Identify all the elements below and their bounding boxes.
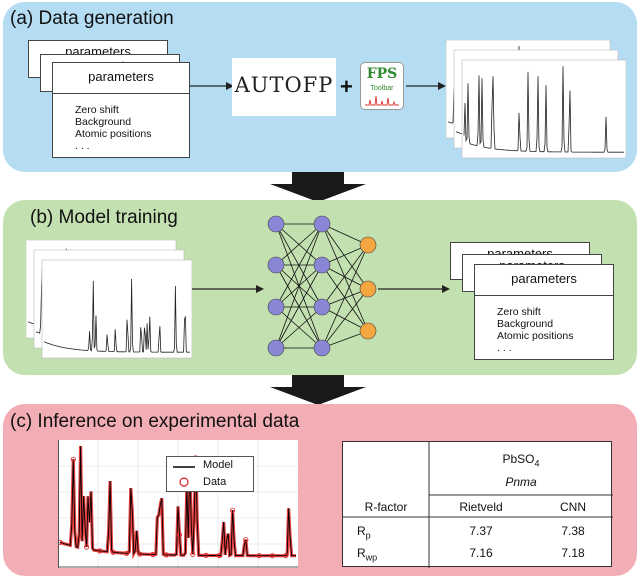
data-marker — [283, 553, 289, 559]
hidden-node — [267, 256, 285, 274]
param-item: Zero shift — [497, 306, 541, 318]
data-marker — [97, 548, 103, 554]
table-cell-rp-rietveld: 7.37 — [469, 524, 493, 538]
hidden-node — [313, 339, 331, 357]
down-arrow-b-c — [270, 375, 366, 405]
card-divider — [53, 93, 189, 94]
table-cell-rwp-cnn: 7.18 — [561, 546, 585, 560]
data-marker — [123, 550, 130, 556]
hidden-node — [313, 298, 331, 316]
fps-logo-sub: Toolbar — [370, 85, 394, 92]
arrow-to-predicted-params — [378, 285, 450, 293]
hidden-node — [313, 256, 331, 274]
data-marker — [150, 551, 156, 558]
data-marker — [176, 532, 183, 538]
table-header-rietveld: Rietveld — [459, 500, 503, 514]
data-marker — [163, 552, 169, 558]
parameters-card-front: parameters Zero shift Background Atomic … — [474, 264, 614, 360]
pattern-layer — [41, 259, 192, 359]
fps-toolbar-logo: FPS Toolbar — [360, 62, 404, 110]
param-item: Atomic positions — [75, 128, 152, 140]
data-marker — [137, 551, 143, 557]
diffraction-pattern-stack-b — [26, 240, 192, 360]
data-marker — [269, 553, 275, 559]
param-item: Atomic positions — [497, 330, 574, 342]
param-item: Background — [497, 318, 554, 330]
data-marker — [216, 552, 222, 559]
panel-b-title: (b) Model training — [30, 207, 178, 228]
down-arrow-a-b — [270, 172, 366, 202]
diffraction-pattern-stack-a — [446, 40, 626, 160]
arrow-to-network — [192, 285, 264, 293]
arrow-to-autofp — [190, 82, 234, 90]
table-header-rfactor: R-factor — [364, 500, 408, 514]
output-node — [359, 280, 377, 298]
parameters-card-title: parameters — [511, 271, 577, 286]
table-cell-rp-cnn: 7.38 — [561, 524, 585, 538]
data-marker — [110, 549, 116, 555]
arrow-to-patterns — [406, 82, 446, 90]
hidden-node — [267, 215, 285, 233]
data-marker — [190, 551, 196, 557]
param-item: Zero shift — [75, 104, 119, 116]
fps-logo-spectrum — [365, 95, 399, 106]
data-marker — [70, 456, 76, 462]
fps-logo-text: FPS — [366, 66, 398, 82]
table-compound: PbSO4 — [502, 452, 540, 469]
table-header-cnn: CNN — [560, 500, 586, 514]
data-marker — [83, 544, 90, 550]
neural-network — [262, 208, 392, 368]
output-node — [359, 236, 377, 254]
table-row-label-rp: Rp — [357, 524, 371, 541]
data-legend-marker — [179, 477, 189, 487]
autofp-logo: AUTOFP — [232, 58, 336, 116]
autofp-label: AUTOFP — [234, 73, 334, 97]
plot-legend: Model Data — [166, 456, 254, 492]
hidden-node — [313, 215, 331, 233]
legend-model-label: Model — [203, 459, 233, 471]
parameters-card-title: parameters — [88, 69, 154, 84]
model-legend-line — [173, 466, 195, 468]
param-item: . . . — [75, 140, 90, 152]
table-rules — [343, 442, 613, 568]
hidden-node — [267, 298, 285, 316]
panel-a-title: (a) Data generation — [10, 8, 174, 29]
output-node — [359, 322, 377, 340]
data-marker — [203, 552, 209, 559]
card-divider — [475, 295, 613, 296]
pattern-layer — [461, 59, 626, 159]
table-cell-rwp-rietveld: 7.16 — [469, 546, 493, 560]
param-item: . . . — [497, 342, 512, 354]
data-marker — [58, 539, 63, 545]
legend-data-label: Data — [203, 476, 227, 488]
panel-c-title: (c) Inference on experimental data — [10, 411, 300, 432]
param-item: Background — [75, 116, 132, 128]
network-connections — [275, 223, 369, 349]
hidden-node — [267, 339, 285, 357]
parameters-card-front: parameters Zero shift Background Atomic … — [52, 62, 190, 158]
data-marker — [243, 537, 249, 543]
table-space-group: Pnma — [505, 475, 537, 489]
plus-sign: + — [340, 74, 353, 99]
data-marker — [230, 507, 236, 513]
table-row-label-rwp: Rwp — [357, 546, 378, 563]
data-marker — [256, 553, 262, 559]
rfactor-table: PbSO4 Pnma R-factor Rietveld CNN Rp 7.37… — [342, 441, 613, 568]
